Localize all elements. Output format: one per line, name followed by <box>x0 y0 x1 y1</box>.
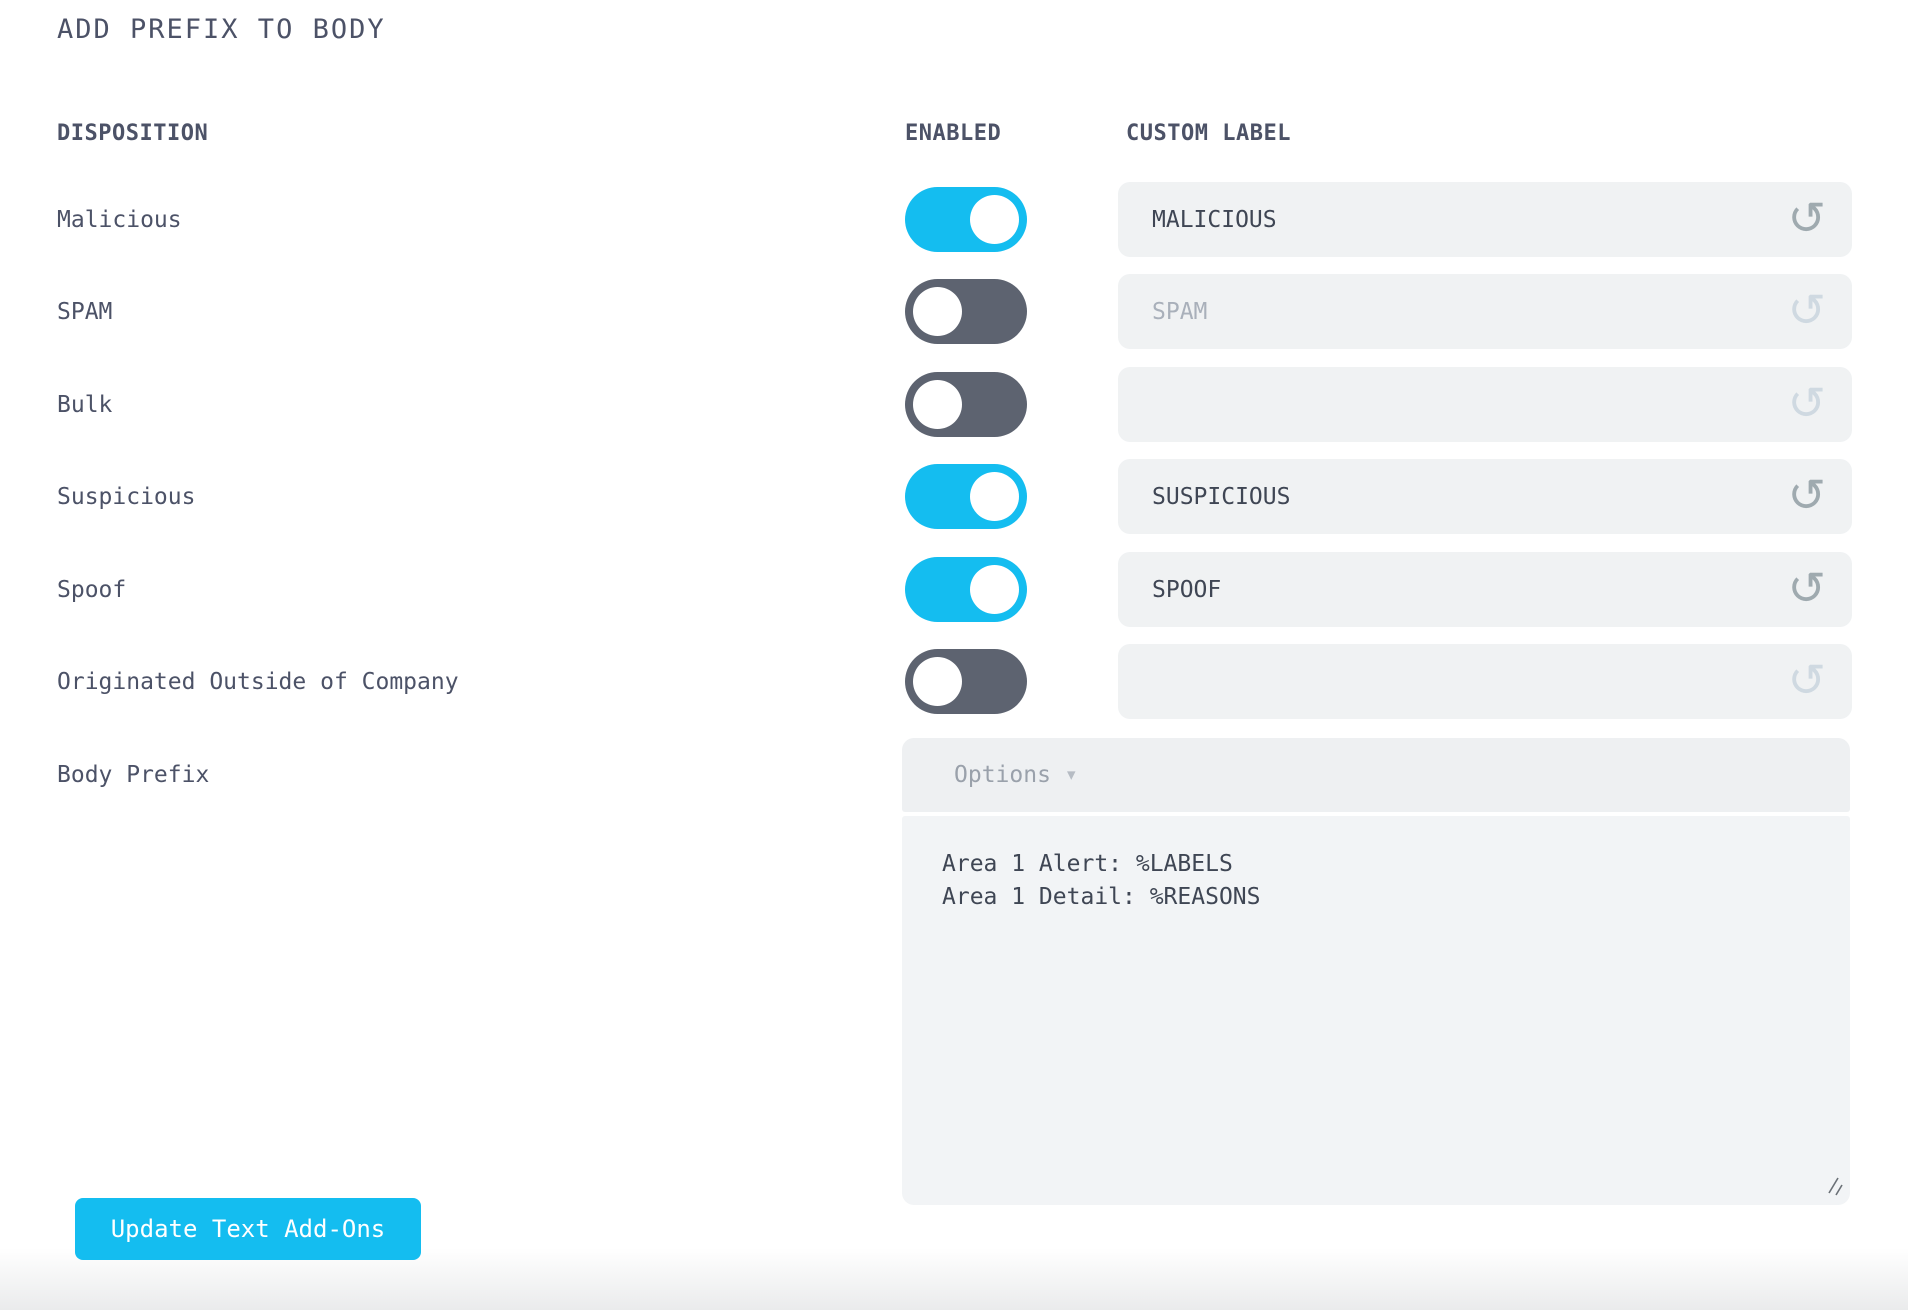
custom-label-field: ↺ <box>1118 644 1852 719</box>
enabled-toggle[interactable] <box>905 372 1027 437</box>
toggle-knob <box>970 472 1019 521</box>
custom-label-input[interactable] <box>1118 367 1852 442</box>
toggle-knob <box>913 380 962 429</box>
disposition-label: Spoof <box>57 576 127 603</box>
chevron-down-icon: ▾ <box>1066 765 1076 785</box>
custom-label-field: ↺ <box>1118 459 1852 534</box>
toggle-knob <box>913 287 962 336</box>
body-prefix-textarea[interactable]: Area 1 Alert: %LABELS Area 1 Detail: %RE… <box>902 816 1850 1205</box>
custom-label-input[interactable] <box>1118 182 1852 257</box>
table-row-malicious: Malicious ↺ <box>0 182 1908 257</box>
custom-label-field: ↺ <box>1118 367 1852 442</box>
disposition-label: SPAM <box>57 298 113 325</box>
toggle-knob <box>970 565 1019 614</box>
enabled-toggle[interactable] <box>905 279 1027 344</box>
custom-label-field: ↺ <box>1118 274 1852 349</box>
update-text-addons-button[interactable]: Update Text Add-Ons <box>75 1198 421 1260</box>
options-dropdown-label: Options <box>954 762 1051 788</box>
disposition-label: Originated Outside of Company <box>57 668 459 695</box>
custom-label-input[interactable] <box>1118 552 1852 627</box>
body-prefix-label: Body Prefix <box>57 762 210 788</box>
reset-icon[interactable]: ↺ <box>1787 467 1826 522</box>
disposition-label: Suspicious <box>57 483 196 510</box>
table-row-originated-outside: Originated Outside of Company ↺ <box>0 644 1908 719</box>
toggle-knob <box>970 195 1019 244</box>
enabled-toggle[interactable] <box>905 464 1027 529</box>
custom-label-field: ↺ <box>1118 182 1852 257</box>
enabled-toggle[interactable] <box>905 557 1027 622</box>
page-title: ADD PREFIX TO BODY <box>57 14 386 45</box>
table-row-spoof: Spoof ↺ <box>0 552 1908 627</box>
reset-icon[interactable]: ↺ <box>1787 282 1826 337</box>
disposition-label: Malicious <box>57 206 182 233</box>
reset-icon[interactable]: ↺ <box>1787 375 1826 430</box>
enabled-toggle[interactable] <box>905 187 1027 252</box>
enabled-toggle[interactable] <box>905 649 1027 714</box>
column-header-disposition: DISPOSITION <box>57 121 209 146</box>
reset-icon[interactable]: ↺ <box>1787 560 1826 615</box>
options-dropdown[interactable]: Options ▾ <box>902 738 1850 812</box>
custom-label-input[interactable] <box>1118 459 1852 534</box>
table-row-bulk: Bulk ↺ <box>0 367 1908 442</box>
custom-label-input[interactable] <box>1118 274 1852 349</box>
reset-icon[interactable]: ↺ <box>1787 652 1826 707</box>
custom-label-input[interactable] <box>1118 644 1852 719</box>
table-row-spam: SPAM ↺ <box>0 274 1908 349</box>
table-row-suspicious: Suspicious ↺ <box>0 459 1908 534</box>
resize-handle-icon[interactable] <box>1824 1176 1848 1200</box>
column-header-enabled: ENABLED <box>905 121 1002 146</box>
column-header-custom-label: CUSTOM LABEL <box>1126 121 1291 146</box>
custom-label-field: ↺ <box>1118 552 1852 627</box>
toggle-knob <box>913 657 962 706</box>
disposition-label: Bulk <box>57 391 113 418</box>
reset-icon[interactable]: ↺ <box>1787 190 1826 245</box>
